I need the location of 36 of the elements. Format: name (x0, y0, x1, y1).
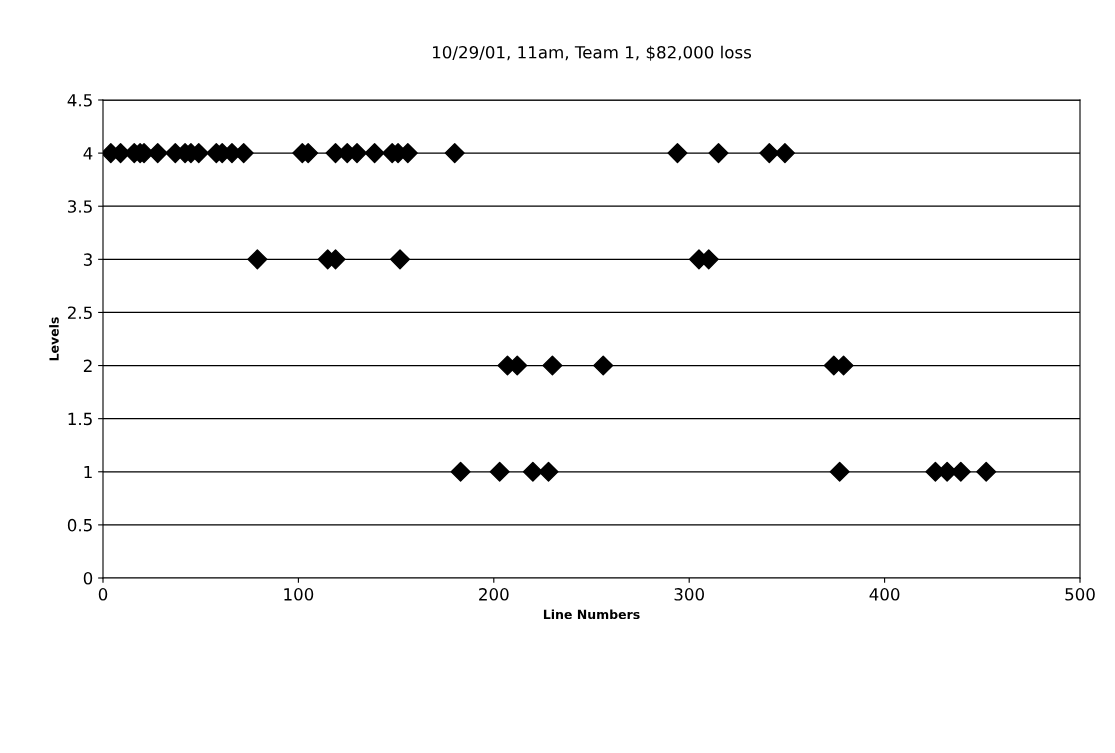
point (522, 461, 543, 482)
y-tick-label: 4.5 (67, 94, 92, 107)
point (593, 355, 614, 376)
point (364, 143, 385, 164)
point (450, 461, 471, 482)
point (247, 249, 268, 270)
point (976, 461, 997, 482)
point (147, 143, 168, 164)
x-axis-title: Line Numbers (543, 609, 640, 620)
y-tick-label: 3.5 (68, 200, 92, 213)
chart-title: 10/29/01, 11am, Team 1, $82,000 loss (433, 45, 752, 61)
point (759, 143, 780, 164)
x-tick-label: 300 (674, 588, 704, 601)
y-axis-title: Levels (49, 317, 59, 361)
point (542, 355, 563, 376)
x-tick-label: 500 (1065, 588, 1095, 601)
point (489, 461, 510, 482)
x-tick-label: 400 (869, 588, 900, 601)
point (667, 143, 688, 164)
y-tick-label: 2 (83, 359, 92, 372)
y-tick-label: 4 (83, 147, 93, 160)
y-tick-label: 0.5 (67, 518, 92, 532)
point (708, 143, 729, 164)
point (829, 461, 850, 482)
y-tick-label: 0 (83, 571, 93, 585)
point (538, 461, 559, 482)
x-tick-label: 0 (98, 588, 108, 601)
y-tick-label: 2.5 (67, 306, 92, 320)
x-tick-label: 100 (284, 588, 314, 601)
y-tick-label: 1 (84, 465, 92, 479)
point (774, 143, 795, 164)
point (389, 249, 411, 270)
y-tick-label: 3 (83, 253, 92, 266)
y-tick-label: 1.5 (68, 412, 92, 426)
point (444, 143, 465, 164)
x-tick-label: 200 (479, 588, 509, 601)
